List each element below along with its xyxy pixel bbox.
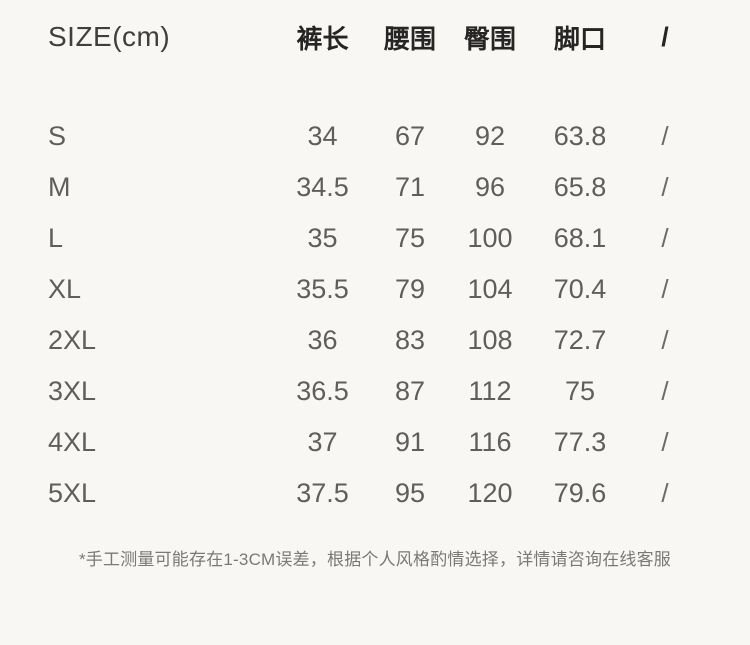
table-row-2xl: 2XL 36 83 108 72.7 / [0,315,750,366]
hip-value: 104 [467,274,513,304]
waist-value: 79 [394,274,426,304]
size-label: 4XL [48,427,97,457]
size-label: S [48,121,67,151]
size-label: 5XL [48,478,97,508]
slash-value: / [661,121,669,151]
waist-value: 71 [394,172,426,202]
slash-value: / [661,223,669,253]
hip-value: 116 [468,427,512,457]
hip-value: 112 [468,376,512,406]
size-label: XL [48,274,82,304]
pants-length-value: 35.5 [296,274,349,304]
pants-length-value: 37 [307,427,338,457]
size-label: 3XL [48,376,97,406]
pants-length-value: 34 [307,121,338,151]
column-header-pants-length: 裤长 [296,23,349,54]
leg-opening-value: 79.6 [553,478,607,508]
pants-length-value: 36 [307,325,338,355]
hip-value: 92 [474,121,506,151]
slash-value: / [661,325,669,355]
table-row-s: S 34 67 92 63.8 / [0,111,750,162]
table-row-3xl: 3XL 36.5 87 112 75 / [0,366,750,417]
waist-value: 83 [394,325,426,355]
table-row-5xl: 5XL 37.5 95 120 79.6 / [0,468,750,519]
waist-value: 87 [394,376,426,406]
leg-opening-value: 63.8 [553,121,607,151]
hip-value: 96 [474,172,506,202]
table-row-m: M 34.5 71 96 65.8 / [0,162,750,213]
pants-length-value: 35 [307,223,338,253]
leg-opening-value: 70.4 [553,274,607,304]
waist-value: 75 [394,223,426,253]
table-row-xl: XL 35.5 79 104 70.4 / [0,264,750,315]
column-header-leg-opening: 脚口 [553,23,606,54]
leg-opening-value: 72.7 [553,325,607,355]
table-row-l: L 35 75 100 68.1 / [0,213,750,264]
table-row-4xl: 4XL 37 91 116 77.3 / [0,417,750,468]
size-label: M [48,172,71,202]
pants-length-value: 36.5 [296,376,349,406]
leg-opening-value: 75 [564,376,596,406]
measurement-disclaimer: *手工测量可能存在1-3CM误差，根据个人风格酌情选择，详情请咨询在线客服 [78,550,672,569]
pants-length-value: 37.5 [296,478,349,508]
slash-value: / [661,376,669,406]
slash-value: / [661,478,669,508]
leg-opening-value: 68.1 [553,223,607,253]
leg-opening-value: 65.8 [553,172,607,202]
size-label: L [48,223,64,253]
slash-value: / [661,172,669,202]
slash-value: / [661,427,669,457]
hip-value: 108 [467,325,513,355]
column-header-hip: 臀围 [463,23,516,54]
waist-value: 95 [394,478,426,508]
table-header-row: SIZE(cm) 裤长 腰围 臀围 脚口 / [0,0,750,74]
column-header-slash: / [661,21,669,52]
waist-value: 67 [394,121,426,151]
size-unit-label: SIZE(cm) [48,21,171,52]
size-label: 2XL [48,325,97,355]
slash-value: / [661,274,669,304]
hip-value: 120 [467,478,513,508]
hip-value: 100 [467,223,513,253]
table-body: S 34 67 92 63.8 / M 34.5 71 96 65.8 / L … [0,111,750,519]
leg-opening-value: 77.3 [553,427,607,457]
column-header-waist: 腰围 [383,23,436,54]
pants-length-value: 34.5 [296,172,349,202]
waist-value: 91 [394,427,426,457]
